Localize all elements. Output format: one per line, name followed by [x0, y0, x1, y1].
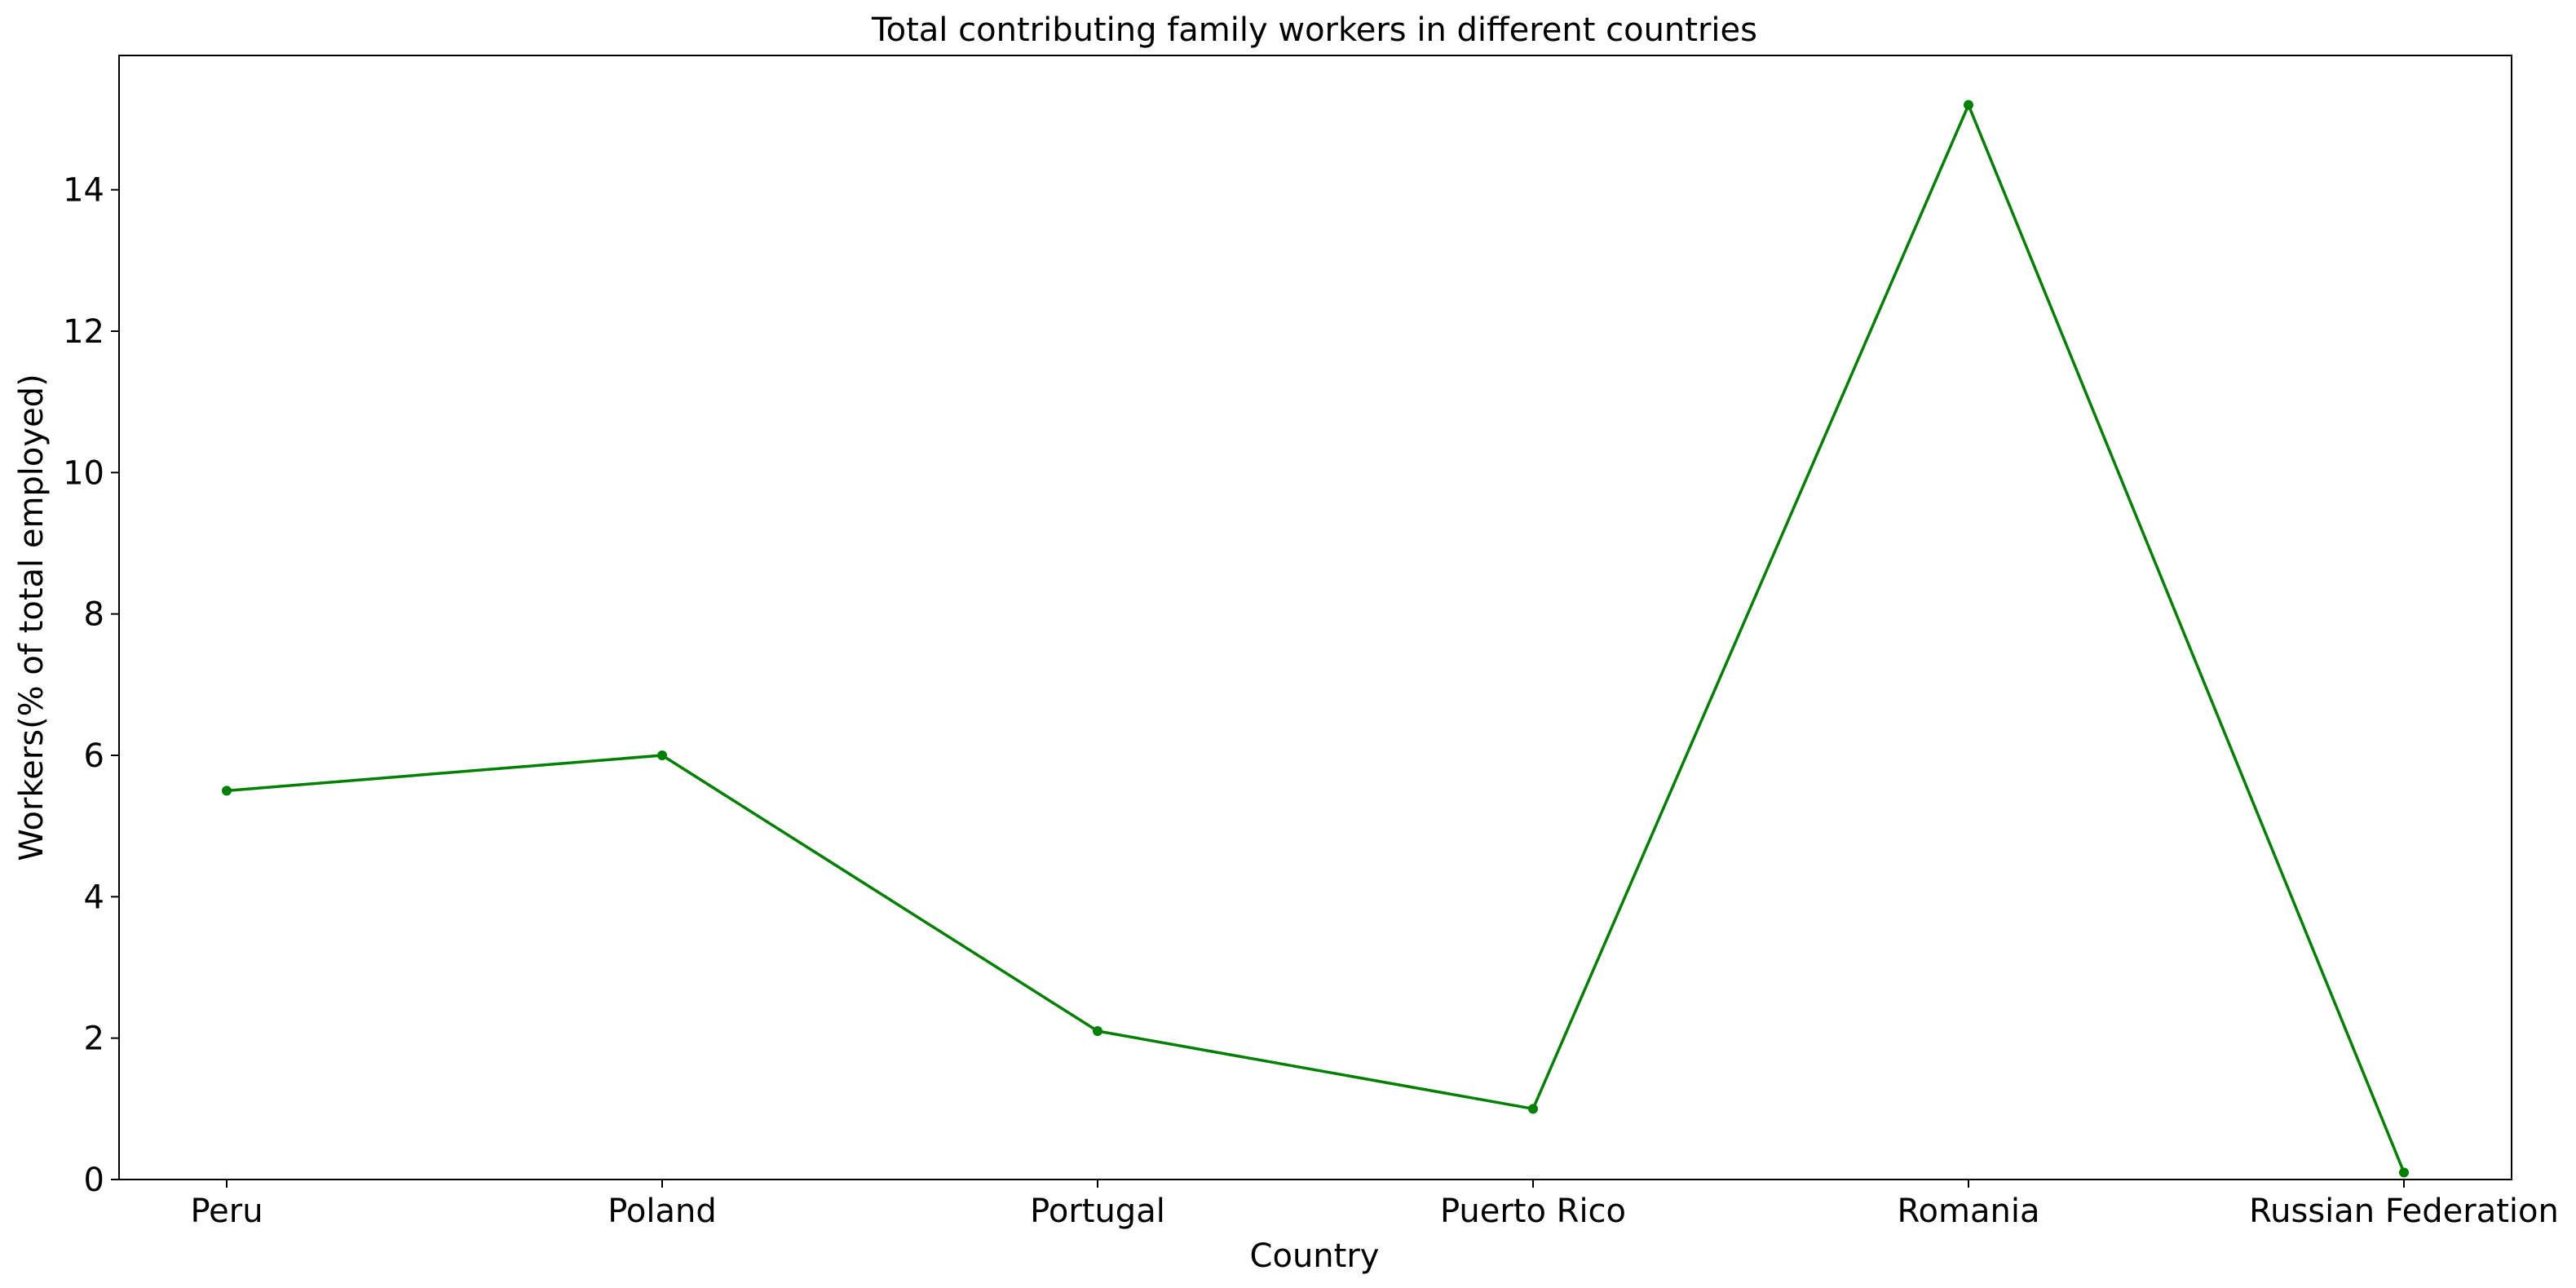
series-layer: [222, 100, 2409, 1178]
x-tick-label: Russian Federation: [2249, 1193, 2559, 1230]
plot-area: 0 2 4 6 8 10 12 14 Peru Poland Portugal Puerto Ric…: [63, 55, 2559, 1230]
y-tick-label: 12: [63, 313, 104, 351]
data-point: [657, 750, 667, 760]
x-tick-label: Peru: [190, 1193, 263, 1230]
data-point: [1528, 1104, 1538, 1114]
y-tick-label: 4: [84, 879, 104, 916]
y-axis-label: Workers(% of total employed): [13, 374, 51, 861]
plot-frame: [118, 55, 2512, 1180]
data-point: [1093, 1026, 1102, 1036]
y-tick-label: 0: [84, 1162, 104, 1199]
x-tick-label: Romania: [1898, 1193, 2040, 1230]
x-axis: Peru Poland Portugal Puerto Rico Romania Russ…: [190, 1180, 2559, 1230]
y-tick-label: 6: [84, 737, 104, 775]
y-tick-label: 2: [84, 1020, 104, 1058]
data-point: [1964, 100, 1973, 110]
data-point: [2399, 1167, 2409, 1178]
y-tick-label: 8: [84, 596, 104, 634]
y-tick-label: 10: [63, 454, 104, 492]
chart-title: Total contributing family workers in dif…: [871, 11, 1757, 49]
x-tick-label: Portugal: [1030, 1193, 1165, 1230]
data-point: [222, 786, 232, 796]
x-axis-label: Country: [1250, 1237, 1380, 1275]
x-tick-label: Puerto Rico: [1440, 1193, 1626, 1230]
x-tick-label: Poland: [608, 1193, 717, 1230]
series-line: [226, 103, 2406, 1173]
y-tick-label: 14: [63, 172, 104, 210]
y-axis: 0 2 4 6 8 10 12 14: [63, 172, 119, 1199]
